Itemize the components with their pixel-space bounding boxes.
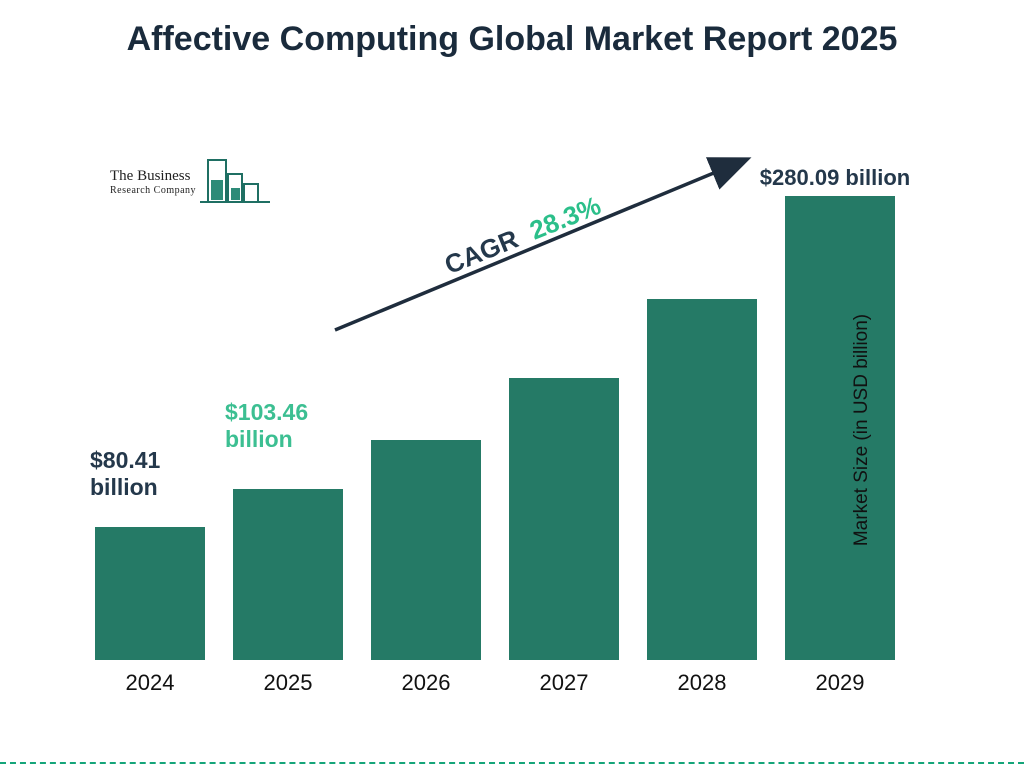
bar-2024 <box>95 527 205 660</box>
bar-label-2025: $103.46 billion <box>225 399 345 452</box>
y-axis-label-text: Market Size (in USD billion) <box>851 314 872 546</box>
x-tick-2029: 2029 <box>785 670 895 696</box>
bottom-divider <box>0 762 1024 764</box>
bar-label-2024-l2: billion <box>90 474 210 500</box>
title-text: Affective Computing Global Market Report… <box>127 20 898 58</box>
bar-chart: CAGR 28.3% $80.41 billion $103.46 billio… <box>95 180 925 700</box>
bar-label-2025-l2: billion <box>225 426 345 452</box>
bar-2026 <box>371 440 481 660</box>
bar-2025 <box>233 489 343 660</box>
bar-label-2024-l1: $80.41 <box>90 447 210 473</box>
chart-canvas: Affective Computing Global Market Report… <box>0 0 1024 768</box>
x-tick-2028: 2028 <box>647 670 757 696</box>
bar-label-2029: $280.09 billion <box>735 165 935 190</box>
bar-2027 <box>509 378 619 660</box>
y-axis-label: Market Size (in USD billion) <box>851 314 873 546</box>
x-tick-2027: 2027 <box>509 670 619 696</box>
bar-2029 <box>785 196 895 660</box>
bar-label-2029-text: $280.09 billion <box>760 165 910 190</box>
bar-label-2025-l1: $103.46 <box>225 399 345 425</box>
x-tick-2024: 2024 <box>95 670 205 696</box>
bar-2028 <box>647 299 757 660</box>
x-tick-2025: 2025 <box>233 670 343 696</box>
chart-title: Affective Computing Global Market Report… <box>0 18 1024 61</box>
bar-label-2024: $80.41 billion <box>90 447 210 500</box>
x-tick-2026: 2026 <box>371 670 481 696</box>
